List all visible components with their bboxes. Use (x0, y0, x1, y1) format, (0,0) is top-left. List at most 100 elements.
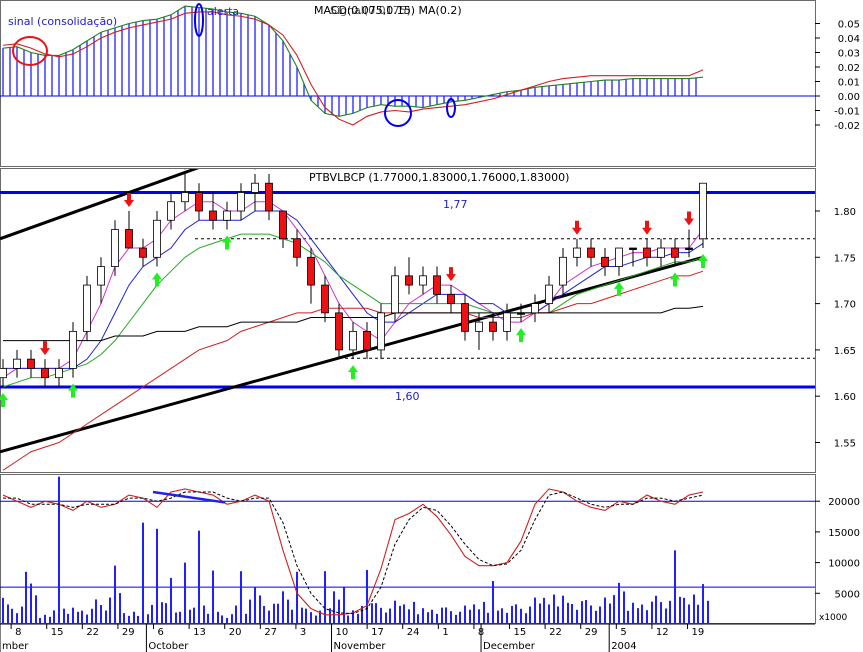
annotation-177: 1,77 (443, 198, 468, 211)
stoch-y-tick-label: 20000 (828, 497, 860, 508)
candle-body (587, 247, 595, 258)
sell-arrow (184, 169, 186, 170)
sell-arrow (446, 267, 456, 282)
macd-title: MACD(0.075,0.15) MA(0.2) (314, 4, 462, 17)
month-label: mber (2, 641, 29, 652)
x-tick-label: 20 (229, 627, 242, 638)
month-label: December (483, 641, 536, 652)
macd-y-tick-label: 0.00 (838, 92, 860, 103)
candle-body (489, 321, 497, 332)
buy-arrow (698, 254, 708, 269)
candle-body (475, 321, 483, 332)
x-tick-label: 13 (193, 627, 206, 638)
signal-line (2, 11, 704, 126)
candle-body (377, 312, 385, 351)
annotation-alerta: alerta (207, 5, 239, 18)
sell-arrow (40, 341, 50, 356)
moving-average-long (3, 305, 704, 342)
candle-body (503, 312, 511, 332)
candle-body (55, 368, 63, 379)
candle-body (209, 210, 217, 221)
macd-panel-frame (0, 0, 816, 167)
candle-body (699, 182, 707, 240)
candle-body (139, 247, 147, 258)
candle-body (405, 275, 413, 286)
candle-body (671, 247, 679, 258)
candle-body (433, 275, 441, 295)
buy-arrow (348, 365, 358, 380)
candle-body (629, 247, 637, 250)
x-tick-label: 29 (585, 627, 598, 638)
stochastic-plot: 20000 15000 10000 5000 (0, 476, 860, 623)
second-ellipse (446, 98, 456, 118)
annotation-sinal: sinal (consolidação) (8, 15, 117, 28)
moving-average-green (2, 233, 704, 388)
stoch-y-tick-label: 10000 (828, 559, 860, 570)
x-tick-label: 27 (264, 627, 277, 638)
stoch-unit-label: x1000 (819, 613, 848, 623)
candle-body (517, 312, 525, 315)
buy-arrow (152, 272, 162, 287)
candle-body (97, 266, 105, 286)
candle-body (573, 247, 581, 258)
candle-body (293, 238, 301, 258)
price-y-tick-label: 1.60 (834, 392, 856, 403)
macd-y-tick-label: 0.04 (838, 34, 860, 45)
candle-body (391, 275, 399, 314)
macd-title-overlap: Signal(0.0175) (330, 4, 411, 17)
trend-line (0, 169, 200, 241)
candle-body (83, 284, 91, 332)
price-y-tick-label: 1.55 (834, 439, 856, 450)
x-tick-label: 24 (407, 627, 420, 638)
candle-body (461, 303, 469, 332)
price-title: PTBVLBCP (1.77000,1.83000,1.76000,1.8300… (309, 171, 569, 184)
candle-body (167, 201, 175, 221)
buy-arrow (516, 328, 526, 343)
candle-body (447, 293, 455, 304)
price-y-tick-label: 1.80 (834, 207, 856, 218)
macd-y-tick-label: 0.02 (838, 63, 860, 74)
x-tick-label: 15 (51, 627, 64, 638)
month-label: 2004 (611, 641, 636, 652)
candle-body (335, 312, 343, 351)
stoch-y-tick-label: 15000 (828, 528, 860, 539)
moving-average-red (2, 270, 704, 471)
x-tick-label: 22 (549, 627, 562, 638)
x-tick-label: 19 (692, 627, 705, 638)
axes: 8152229613202731017241815222951219mberOc… (0, 623, 815, 652)
macd-y-tick-label: 0.01 (838, 78, 860, 89)
x-tick-label: 6 (158, 627, 164, 638)
candle-body (265, 182, 273, 212)
candle-body (545, 284, 553, 304)
stoch-y-tick-label: 5000 (835, 589, 860, 600)
candle-body (531, 303, 539, 314)
price-y-tick-label: 1.75 (834, 253, 856, 264)
buy-arrow (68, 383, 78, 398)
month-label: November (334, 641, 387, 652)
price-clipped-group (0, 169, 815, 471)
x-tick-label: 22 (86, 627, 99, 638)
stochastic-d-line (3, 491, 704, 615)
candle-body (0, 368, 7, 379)
buy-arrow (0, 392, 8, 407)
candle-body (251, 182, 259, 193)
candle-body (153, 219, 161, 258)
candle-body (643, 247, 651, 258)
candle-body (419, 275, 427, 286)
candle-body (363, 330, 371, 351)
annotation-160: 1,60 (395, 390, 420, 403)
x-tick-label: 17 (371, 627, 384, 638)
candle-body (27, 358, 35, 369)
macd-plot: 0.05 0.04 0.03 0.02 0.01 0.00 -0.01 -0.02 (0, 3, 860, 132)
x-tick-label: 12 (656, 627, 669, 638)
x-tick-label: 5 (620, 627, 626, 638)
x-tick-label: 29 (122, 627, 135, 638)
sell-arrow (642, 220, 652, 235)
candle-body (349, 330, 357, 351)
x-tick-label: 10 (336, 627, 349, 638)
price-y-tick-label: 1.70 (834, 300, 856, 311)
buy-arrow (670, 272, 680, 287)
sell-arrow (684, 211, 694, 226)
stochastic-k-line (2, 488, 704, 616)
